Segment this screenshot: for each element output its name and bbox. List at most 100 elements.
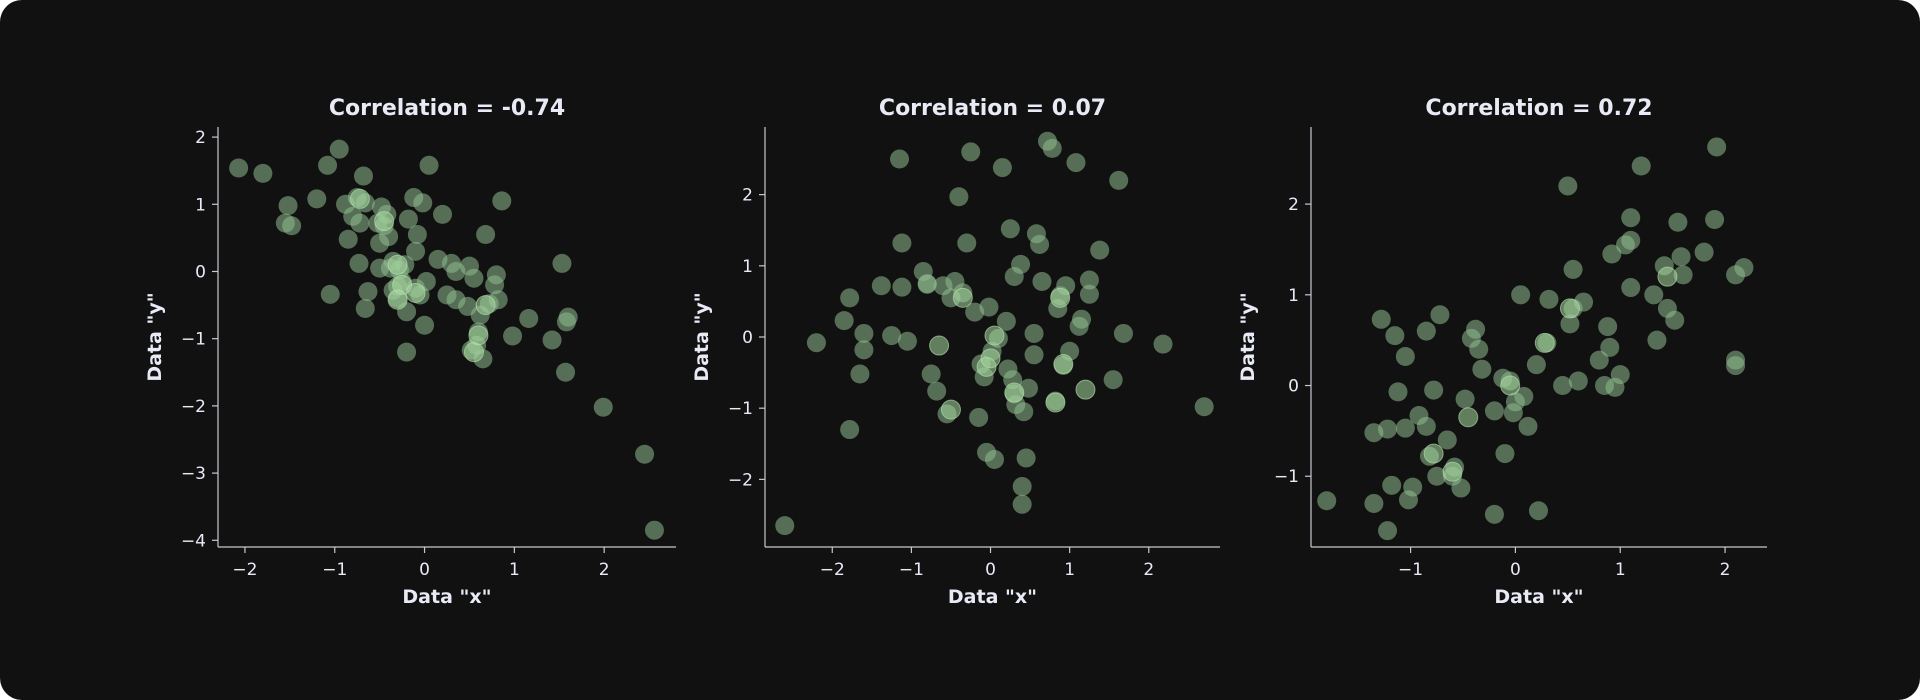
scatter-point xyxy=(374,211,395,232)
scatter-point xyxy=(854,340,874,360)
scatter-point xyxy=(398,209,418,229)
scatter-panel-1: −2 −1 0 1 2 −4 −3 −2 −1 0 1 2 Correlation = -0.74 Dat… xyxy=(144,96,676,608)
scatter-point xyxy=(1589,350,1609,370)
scatter-point xyxy=(1050,287,1071,308)
scatter-point xyxy=(1558,176,1578,196)
y-tick-label: −4 xyxy=(181,531,206,551)
scatter-point xyxy=(1012,494,1032,514)
scatter-point xyxy=(413,193,433,213)
scatter-point xyxy=(1030,234,1050,254)
scatter-point xyxy=(1514,386,1534,406)
scatter-point xyxy=(1553,376,1573,396)
scatter-point xyxy=(358,282,378,302)
scatter-point xyxy=(1430,305,1450,325)
scatter-point xyxy=(307,189,327,209)
scatter-point xyxy=(1109,170,1129,190)
scatter-point xyxy=(468,325,489,346)
scatter-point xyxy=(350,213,370,233)
scatter-point xyxy=(1621,230,1641,250)
scatter-point xyxy=(850,364,870,384)
scatter-points xyxy=(229,139,664,540)
scatter-point xyxy=(278,196,298,216)
scatter-point xyxy=(1032,271,1052,291)
scatter-point xyxy=(1072,309,1092,329)
scatter-point xyxy=(1416,416,1436,436)
x-tick-label: 2 xyxy=(599,560,610,580)
scatter-point xyxy=(1665,310,1685,330)
scatter-point xyxy=(1024,323,1044,343)
scatter-point xyxy=(415,315,435,335)
scatter-point xyxy=(1090,240,1110,260)
scatter-point xyxy=(1079,284,1099,304)
scatter-point xyxy=(984,449,1004,469)
scatter-point xyxy=(1066,153,1086,173)
x-tick-label: 0 xyxy=(419,560,430,580)
scatter-point xyxy=(1671,247,1691,267)
scatter-point xyxy=(1103,370,1123,390)
scatter-point xyxy=(1000,219,1020,239)
scatter-point xyxy=(996,311,1016,331)
scatter-point xyxy=(979,297,999,317)
y-tick-label: 0 xyxy=(742,328,753,348)
scatter-point xyxy=(1734,258,1754,278)
scatter-panel-2: −2 −1 0 1 2 −2 −1 0 1 2 Correlation = 0.07 Data "x"… xyxy=(691,96,1220,608)
scatter-point xyxy=(1194,397,1214,417)
scatter-point xyxy=(1395,418,1415,438)
scatter-point xyxy=(1395,347,1415,367)
scatter-point xyxy=(1528,501,1548,521)
x-tick-label: 2 xyxy=(1720,560,1731,580)
scatter-point xyxy=(1668,212,1688,232)
scatter-point xyxy=(433,204,453,224)
scatter-point xyxy=(1427,466,1447,486)
scatter-point xyxy=(917,274,937,294)
scatter-point xyxy=(556,362,576,382)
scatter-point xyxy=(379,227,399,247)
scatter-point xyxy=(370,258,390,278)
x-axis-label: Data "x" xyxy=(1494,586,1583,608)
scatter-point xyxy=(406,241,426,261)
scatter-point xyxy=(1075,379,1096,400)
scatter-point xyxy=(892,233,912,253)
scatter-point xyxy=(349,188,370,209)
scatter-point xyxy=(1598,317,1618,337)
x-tick-label: −1 xyxy=(1398,560,1423,580)
scatter-point xyxy=(1024,345,1044,365)
scatter-point xyxy=(1053,354,1074,375)
scatter-point xyxy=(349,253,369,273)
scatter-points xyxy=(775,131,1214,536)
scatter-point xyxy=(1153,334,1173,354)
scatter-point xyxy=(940,399,961,420)
scatter-point xyxy=(1610,365,1630,385)
scatter-points xyxy=(1317,137,1754,541)
scatter-point xyxy=(1518,416,1538,436)
scatter-point xyxy=(1045,392,1066,413)
y-tick-label: 1 xyxy=(1288,286,1299,306)
scatter-point xyxy=(492,191,512,211)
scatter-point xyxy=(952,287,973,308)
scatter-point xyxy=(1647,330,1667,350)
scatter-point xyxy=(1012,476,1032,496)
scatter-point xyxy=(229,158,249,178)
scatter-point xyxy=(1539,289,1559,309)
x-axis-label: Data "x" xyxy=(948,586,1037,608)
y-axis-label: Data "y" xyxy=(144,292,166,381)
scatter-point xyxy=(405,282,426,303)
scatter-point xyxy=(1534,332,1555,353)
x-tick-label: −1 xyxy=(899,560,924,580)
scatter-point xyxy=(397,342,417,362)
scatter-point xyxy=(1694,242,1714,262)
scatter-point xyxy=(1673,265,1693,285)
scatter-point xyxy=(1458,407,1479,428)
scatter-point xyxy=(542,330,562,350)
scatter-point xyxy=(1495,444,1515,464)
scatter-point xyxy=(1621,278,1641,298)
scatter-point xyxy=(635,444,655,464)
scatter-point xyxy=(1416,321,1436,341)
scatter-point xyxy=(486,265,506,285)
scatter-point xyxy=(1631,156,1651,176)
x-tick-label: −2 xyxy=(820,560,845,580)
scatter-point xyxy=(1004,382,1025,403)
scatter-point xyxy=(1644,285,1664,305)
scatter-point xyxy=(1042,138,1062,158)
